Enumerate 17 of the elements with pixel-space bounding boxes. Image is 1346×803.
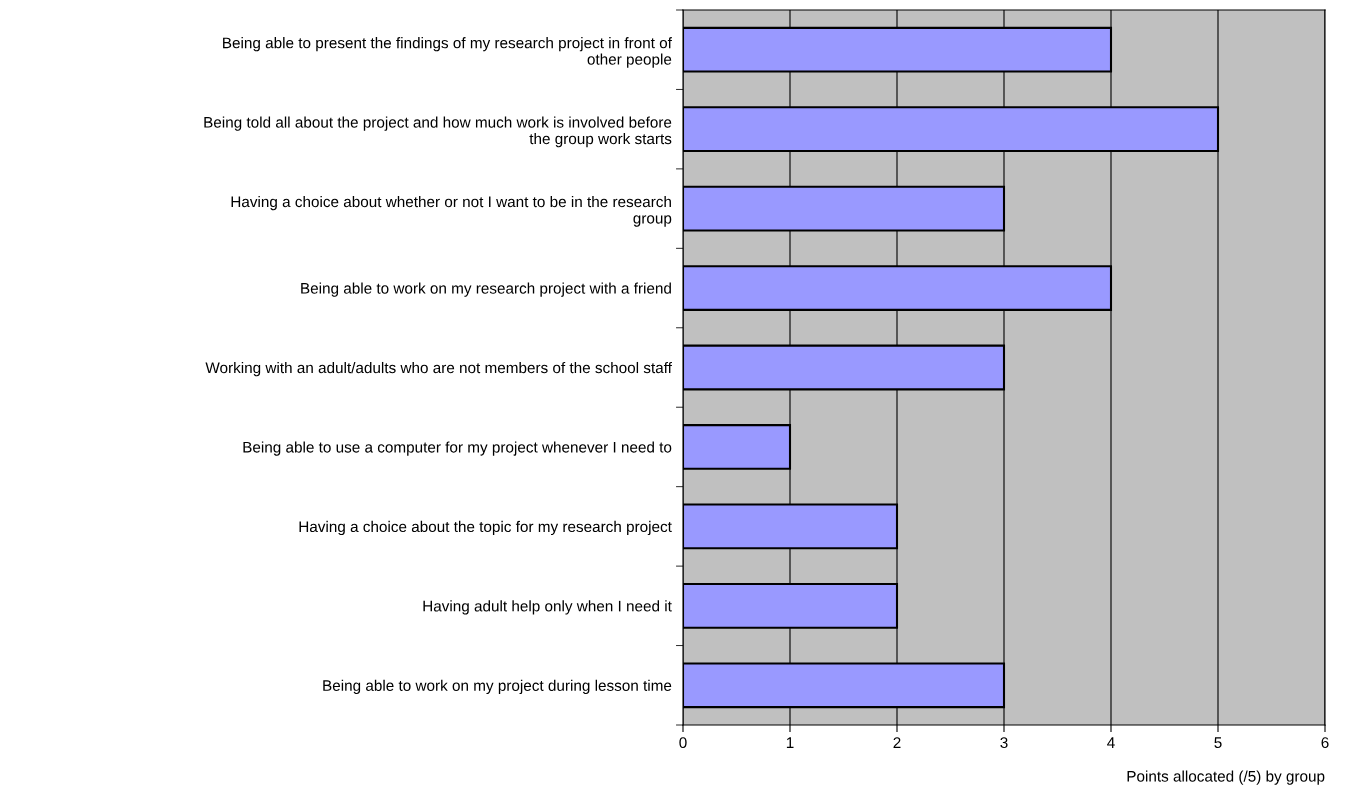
x-tick-label: 3: [1000, 737, 1008, 749]
x-tick-label: 5: [1214, 737, 1222, 749]
x-tick-label: 0: [679, 737, 687, 749]
x-tick-label: 6: [1321, 737, 1329, 749]
y-tick-label: Being able to present the findings of my research project in front of other people: [223, 37, 672, 68]
x-axis-title: Points allocated (/5) by group: [1127, 770, 1325, 785]
y-tick-label: Being able to use a computer for my project whenever I need to: [243, 441, 672, 456]
x-tick-label: 1: [786, 737, 794, 748]
x-tick-label: 2: [893, 737, 901, 748]
y-tick-label: Being able to work on my project during lesson time: [323, 679, 672, 694]
y-tick-label: Working with an adult/adults who are not members of the school staff: [205, 361, 672, 377]
y-tick-label: Having adult help only when I need it: [423, 600, 672, 615]
x-tick-label: 4: [1107, 737, 1115, 748]
y-tick-label: Having a choice about whether or not I want to be in the research group: [231, 195, 672, 227]
y-tick-label: Having a choice about the topic for my research project: [299, 520, 672, 536]
y-tick-label: Being able to work on my research project with a friend: [301, 282, 671, 297]
y-tick-label: Being told all about the project and how much work is involved before the group work starts: [204, 116, 672, 148]
